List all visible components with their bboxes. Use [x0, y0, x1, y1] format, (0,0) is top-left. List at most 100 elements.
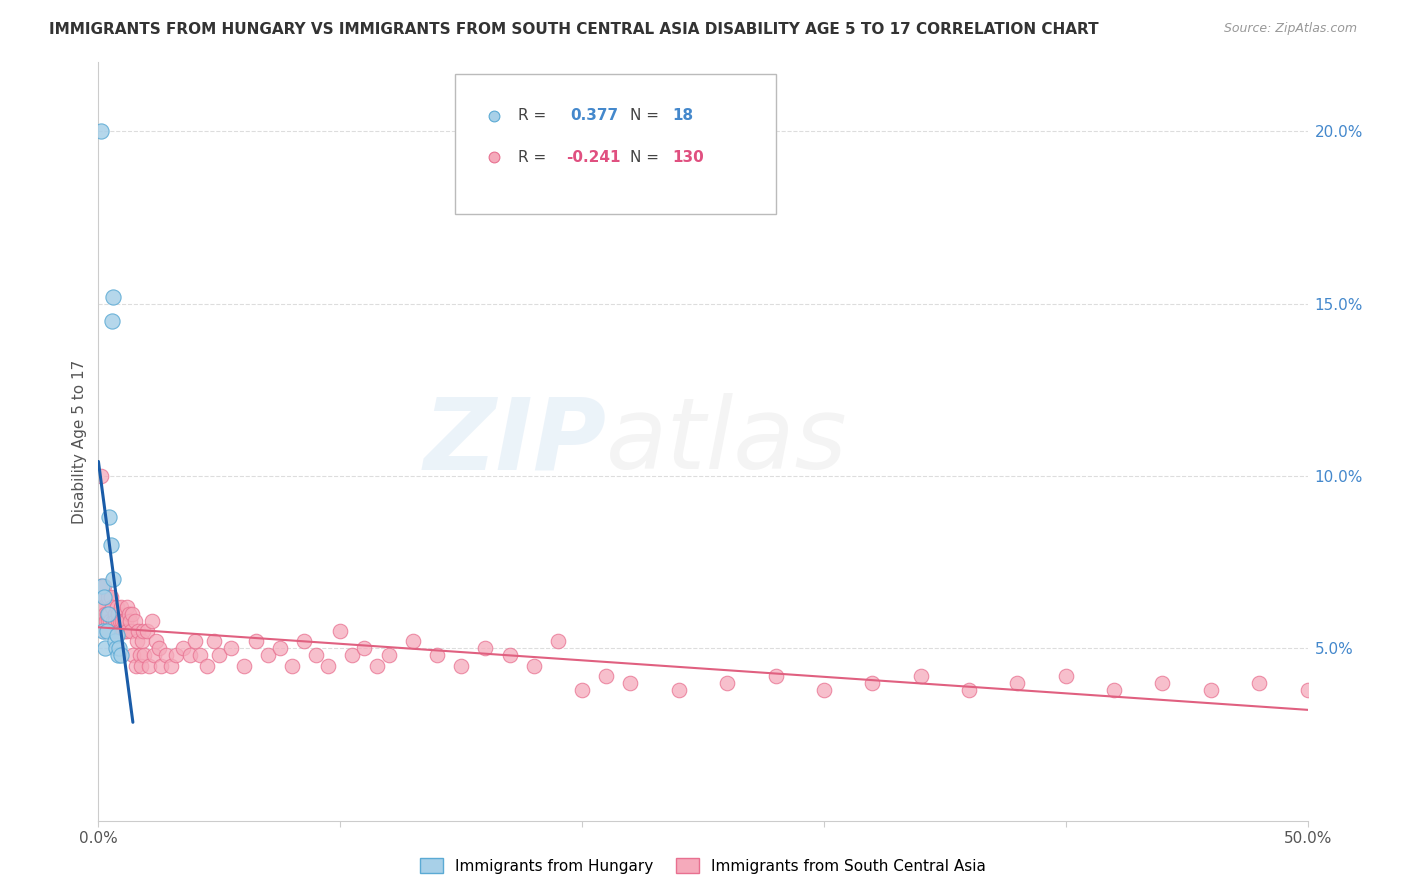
- Point: [232, 658, 254, 673]
- Point: [91, 614, 114, 628]
- Point: [103, 573, 125, 587]
- Point: [97, 590, 120, 604]
- Point: [91, 599, 114, 614]
- Point: [96, 614, 118, 628]
- Point: [910, 669, 932, 683]
- Point: [108, 624, 131, 639]
- Point: [107, 607, 129, 621]
- Point: [716, 675, 738, 690]
- Point: [108, 614, 131, 628]
- Text: R =: R =: [517, 108, 555, 123]
- Point: [1054, 669, 1077, 683]
- Point: [100, 599, 122, 614]
- Point: [245, 634, 267, 648]
- Point: [619, 675, 641, 690]
- Point: [329, 624, 352, 639]
- Point: [94, 590, 117, 604]
- Point: [104, 607, 127, 621]
- Point: [104, 634, 127, 648]
- Point: [105, 599, 128, 614]
- Point: [107, 614, 129, 628]
- Point: [523, 658, 546, 673]
- Point: [112, 614, 135, 628]
- Point: [221, 641, 243, 656]
- Point: [498, 648, 520, 663]
- Point: [204, 634, 226, 648]
- Point: [179, 648, 201, 663]
- Point: [188, 648, 211, 663]
- Point: [1152, 675, 1174, 690]
- Text: Source: ZipAtlas.com: Source: ZipAtlas.com: [1223, 22, 1357, 36]
- Point: [1102, 682, 1125, 697]
- FancyBboxPatch shape: [456, 74, 776, 214]
- Point: [132, 624, 155, 639]
- Point: [165, 648, 187, 663]
- Point: [668, 682, 690, 697]
- Point: [105, 624, 128, 639]
- Point: [96, 624, 118, 639]
- Point: [110, 599, 132, 614]
- Text: 18: 18: [672, 108, 695, 123]
- Point: [195, 658, 218, 673]
- Point: [160, 658, 183, 673]
- Point: [1199, 682, 1222, 697]
- Point: [108, 624, 131, 639]
- Point: [117, 624, 139, 639]
- Point: [100, 538, 122, 552]
- Point: [135, 624, 157, 639]
- Point: [94, 641, 117, 656]
- Point: [115, 599, 138, 614]
- Text: N =: N =: [630, 108, 664, 123]
- Point: [145, 634, 167, 648]
- Point: [104, 614, 127, 628]
- Text: atlas: atlas: [606, 393, 848, 490]
- Point: [547, 634, 569, 648]
- Point: [342, 648, 364, 663]
- Point: [148, 641, 170, 656]
- Point: [97, 607, 120, 621]
- Point: [93, 579, 115, 593]
- Point: [316, 658, 339, 673]
- Point: [104, 641, 127, 656]
- Point: [103, 624, 125, 639]
- Point: [129, 658, 152, 673]
- Point: [131, 634, 153, 648]
- Point: [292, 634, 315, 648]
- Point: [107, 648, 129, 663]
- Point: [98, 614, 121, 628]
- Point: [89, 579, 111, 593]
- Point: [134, 648, 156, 663]
- Point: [114, 624, 136, 639]
- Point: [101, 614, 124, 628]
- Point: [108, 641, 131, 656]
- Point: [813, 682, 835, 697]
- Point: [426, 648, 449, 663]
- Point: [97, 607, 120, 621]
- Point: [98, 624, 121, 639]
- Point: [143, 648, 166, 663]
- Point: [450, 658, 472, 673]
- Point: [377, 648, 399, 663]
- Text: 0.377: 0.377: [569, 108, 619, 123]
- Text: 130: 130: [672, 150, 704, 165]
- Point: [120, 624, 142, 639]
- Point: [150, 658, 173, 673]
- Point: [1249, 675, 1271, 690]
- Point: [595, 669, 617, 683]
- Text: IMMIGRANTS FROM HUNGARY VS IMMIGRANTS FROM SOUTH CENTRAL ASIA DISABILITY AGE 5 T: IMMIGRANTS FROM HUNGARY VS IMMIGRANTS FR…: [49, 22, 1099, 37]
- Point: [127, 634, 149, 648]
- Point: [571, 682, 593, 697]
- Point: [100, 590, 122, 604]
- Point: [90, 614, 112, 628]
- Point: [121, 607, 143, 621]
- Point: [91, 624, 114, 639]
- Point: [98, 510, 121, 524]
- Point: [122, 648, 145, 663]
- Text: -0.241: -0.241: [567, 150, 621, 165]
- Text: N =: N =: [630, 150, 664, 165]
- Point: [127, 624, 149, 639]
- Point: [474, 641, 496, 656]
- Point: [155, 648, 177, 663]
- Point: [93, 590, 115, 604]
- Point: [101, 624, 124, 639]
